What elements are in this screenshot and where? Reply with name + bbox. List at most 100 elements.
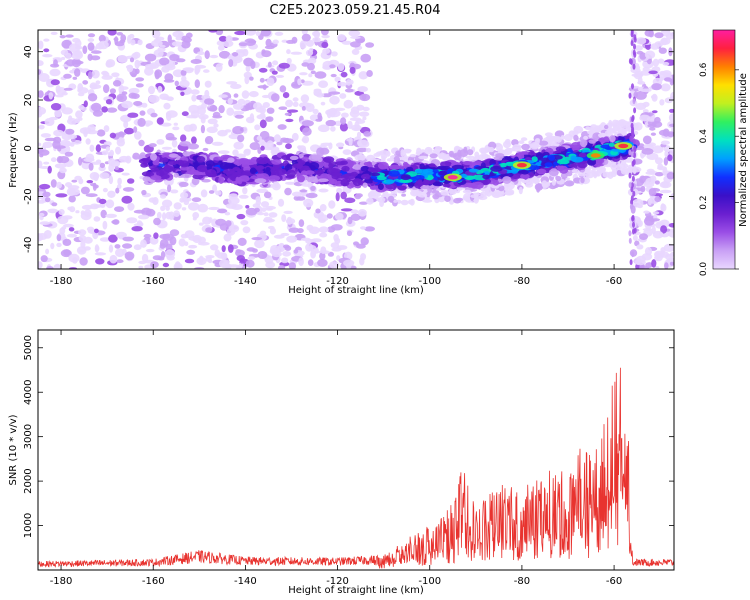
spectrogram-cell: [643, 216, 655, 226]
spectrogram-cell: [181, 207, 187, 211]
spectrogram-cell: [662, 70, 672, 78]
spectrogram-cell: [65, 34, 74, 38]
spectrogram-cell: [650, 132, 657, 136]
spectrogram-cell: [617, 122, 624, 130]
spectrogram-cell: [125, 155, 132, 164]
spectrogram-cell: [96, 129, 106, 137]
spectrogram-cell: [122, 187, 135, 192]
spectrogram-cell: [544, 132, 553, 137]
spectrogram-cell: [286, 39, 296, 44]
spectrogram-cell: [473, 174, 485, 181]
spectrogram-cell: [660, 37, 671, 45]
spectrogram-cell: [88, 162, 94, 171]
spectrogram-cell: [284, 165, 293, 170]
spectrogram-cell: [114, 206, 125, 213]
spectrogram-cell: [357, 86, 369, 93]
spectrogram-cell: [245, 207, 258, 216]
x-tick-label: -120: [326, 576, 349, 587]
spectrogram-cell: [546, 181, 551, 187]
spectrogram-cell: [357, 209, 367, 217]
spectrogram-cell: [180, 134, 187, 142]
spectrogram-cell: [431, 190, 440, 194]
spectrogram-cell: [188, 244, 198, 249]
spectrogram-cell: [266, 140, 274, 150]
spectrogram-cell: [602, 171, 611, 178]
spectrogram-cell: [170, 189, 179, 194]
spectrogram-cell: [81, 204, 93, 210]
spectrogram-cell: [168, 153, 179, 158]
spectrogram-cell: [255, 31, 261, 37]
spectrogram-cell: [63, 73, 72, 79]
spectrogram-cell: [256, 212, 265, 216]
spectrogram-cell: [50, 79, 60, 86]
spectrogram-cell: [205, 255, 215, 259]
spectrogram-cell: [336, 81, 347, 87]
spectrogram-cell: [184, 241, 189, 246]
spectrogram-cell: [292, 97, 299, 102]
spectrogram-cell: [359, 93, 371, 102]
spectrogram-cell: [630, 199, 634, 206]
spectrogram-cell: [197, 203, 209, 213]
spectrogram-cell: [400, 199, 409, 206]
y-tick-label: 2000: [23, 468, 34, 493]
spectrogram-cell: [249, 76, 254, 81]
spectrogram-cell: [116, 32, 123, 36]
spectrogram-cell: [256, 188, 269, 193]
spectrogram-cell: [74, 175, 82, 181]
spectrogram-cell: [237, 237, 247, 246]
spectrogram-cell: [163, 102, 171, 110]
spectrogram-cell: [319, 252, 326, 260]
spectrogram-cell: [92, 110, 103, 117]
spectrogram-cell: [201, 178, 211, 183]
spectrogram-cell: [218, 94, 228, 98]
spectrogram-cell: [264, 158, 271, 163]
spectrogram-cell: [247, 40, 257, 44]
spectrogram-cell: [633, 227, 637, 234]
spectrogram-cell: [242, 126, 248, 134]
spectrogram-cell: [135, 77, 145, 82]
spectrogram-cell: [204, 80, 212, 88]
spectrogram-cell: [160, 194, 167, 199]
spectrogram-cell: [312, 108, 319, 115]
spectrogram-cell: [227, 196, 240, 205]
spectrogram-cell: [38, 73, 50, 82]
spectrogram-cell: [418, 155, 429, 160]
spectrogram-cell: [308, 176, 318, 183]
spectrogram-cell: [299, 72, 308, 76]
spectrogram-cell: [490, 165, 503, 172]
spectrogram-cell: [219, 223, 229, 231]
spectrogram-cell: [654, 116, 661, 124]
spectrogram-cell: [171, 41, 183, 47]
spectrogram-cell: [285, 143, 292, 150]
spectrogram-cell: [659, 189, 672, 194]
spectrogram-cell: [520, 170, 529, 175]
spectrogram-cell: [153, 217, 161, 226]
spectrogram-cell: [443, 156, 451, 162]
spectrogram-cell: [174, 80, 179, 87]
spectrogram-cell: [310, 249, 316, 259]
spectrogram-cell: [360, 253, 367, 261]
spectrogram-cell: [89, 144, 95, 152]
spectrogram-cell: [442, 183, 451, 188]
spectrogram-cell: [311, 238, 322, 243]
spectrogram-cell: [190, 59, 202, 64]
spectrogram-cell: [116, 259, 124, 264]
spectrogram-cell: [399, 178, 413, 183]
spectrogram-cell: [652, 211, 660, 215]
spectrogram-cell: [344, 88, 354, 93]
spectrogram-cell: [49, 68, 61, 77]
spectrogram-cell: [293, 195, 301, 201]
spectrogram-cell: [255, 199, 261, 206]
colorbar-label: Normalized spectral amplitude: [738, 73, 749, 227]
spectrogram-cell: [207, 118, 218, 125]
spectrogram-cell: [94, 244, 100, 253]
spectrogram-cell: [357, 139, 370, 149]
spectrogram-cell: [217, 45, 225, 51]
spectrogram-x-axis-label: Height of straight line (km): [288, 285, 424, 296]
spectrogram-cell: [213, 156, 224, 161]
spectrogram-cell: [93, 184, 99, 189]
spectrogram-cell: [658, 129, 669, 136]
spectrogram-cell: [127, 178, 135, 184]
spectrogram-cell: [111, 72, 120, 78]
spectrogram-cell: [234, 114, 244, 119]
